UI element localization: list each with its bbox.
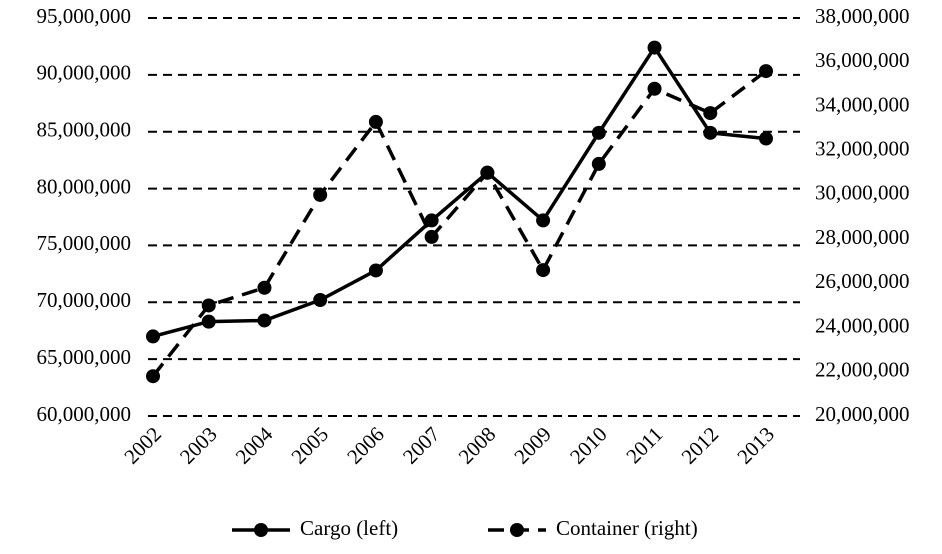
legend-label: Container (right) — [556, 516, 698, 540]
y-tick-label: 60,000,000 — [37, 402, 132, 426]
data-point — [647, 81, 662, 96]
legend-marker — [510, 523, 524, 537]
y2-tick-label: 38,000,000 — [815, 4, 910, 28]
data-point — [146, 329, 160, 344]
data-point — [146, 369, 160, 384]
y-tick-label: 75,000,000 — [37, 231, 132, 255]
data-point — [313, 293, 328, 308]
series-line — [151, 69, 768, 378]
x-tick-label: 2013 — [732, 422, 779, 469]
data-point — [368, 263, 383, 278]
data-point — [368, 114, 383, 129]
y2-tick-label: 20,000,000 — [815, 402, 910, 426]
x-tick-label: 2011 — [621, 422, 667, 468]
x-tick-label: 2007 — [398, 422, 445, 469]
x-tick-label: 2002 — [119, 422, 166, 469]
data-point — [591, 156, 606, 171]
data-point — [536, 263, 551, 278]
data-point — [480, 165, 495, 180]
y2-tick-label: 34,000,000 — [815, 92, 910, 116]
data-point — [703, 125, 718, 140]
data-point — [647, 40, 662, 55]
data-point — [591, 125, 606, 140]
y2-tick-label: 32,000,000 — [815, 136, 910, 160]
y2-tick-label: 36,000,000 — [815, 48, 910, 72]
data-point — [424, 229, 439, 244]
y-tick-label: 90,000,000 — [37, 61, 132, 85]
x-tick-label: 2005 — [286, 422, 333, 469]
y2-tick-label: 28,000,000 — [815, 225, 910, 249]
y-tick-label: 65,000,000 — [37, 345, 132, 369]
y-tick-label: 95,000,000 — [37, 4, 132, 28]
x-tick-label: 2009 — [509, 422, 556, 469]
x-tick-label: 2008 — [454, 422, 501, 469]
y-tick-label: 80,000,000 — [37, 174, 132, 198]
legend-label: Cargo (left) — [300, 516, 398, 540]
data-point — [201, 298, 216, 313]
x-tick-label: 2010 — [565, 422, 612, 469]
y2-tick-label: 30,000,000 — [815, 181, 910, 205]
data-point — [257, 313, 272, 328]
data-point — [201, 314, 216, 329]
data-point — [703, 106, 718, 121]
y-tick-label: 85,000,000 — [37, 118, 132, 142]
series-line — [152, 44, 767, 339]
y2-tick-label: 26,000,000 — [815, 269, 910, 293]
x-tick-label: 2003 — [175, 422, 222, 469]
y2-tick-label: 24,000,000 — [815, 313, 910, 337]
x-tick-label: 2004 — [231, 422, 278, 469]
x-tick-label: 2006 — [342, 422, 389, 469]
y-tick-label: 70,000,000 — [37, 288, 132, 312]
x-tick-label: 2012 — [677, 422, 724, 469]
data-point — [257, 280, 272, 295]
data-point — [759, 131, 773, 146]
data-point — [536, 213, 551, 228]
data-point — [424, 213, 439, 228]
y2-tick-label: 22,000,000 — [815, 358, 910, 382]
data-point — [313, 187, 328, 202]
data-point — [759, 64, 773, 79]
legend-marker — [254, 523, 268, 537]
